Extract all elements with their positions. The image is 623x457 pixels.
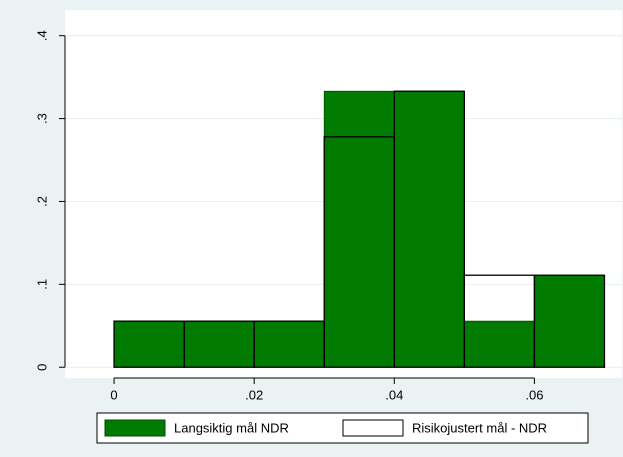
histogram-bar <box>323 90 395 368</box>
legend-swatch <box>342 419 404 437</box>
x-tick-label: .02 <box>245 387 263 402</box>
y-tick-label: 0 <box>34 364 49 371</box>
histogram-bar <box>533 274 606 368</box>
legend-swatch <box>104 419 166 437</box>
histogram-bar <box>463 320 535 368</box>
x-tick-label: .04 <box>385 387 403 402</box>
legend-label: Risikojustert mål - NDR <box>412 420 547 435</box>
y-tick-label: .2 <box>34 196 49 207</box>
histogram-bar <box>253 320 325 368</box>
histogram-bar <box>113 320 185 368</box>
histogram-bar <box>393 90 465 368</box>
y-tick-label: .4 <box>34 30 49 41</box>
x-tick-label: .06 <box>525 387 543 402</box>
y-tick-label: .3 <box>34 113 49 124</box>
histogram-bar <box>183 320 255 368</box>
histogram-bar <box>534 274 605 368</box>
y-tick-label: .1 <box>34 279 49 290</box>
histogram-bar <box>393 90 466 368</box>
x-tick-label: 0 <box>110 387 117 402</box>
legend-label: Langsiktig mål NDR <box>174 420 289 435</box>
